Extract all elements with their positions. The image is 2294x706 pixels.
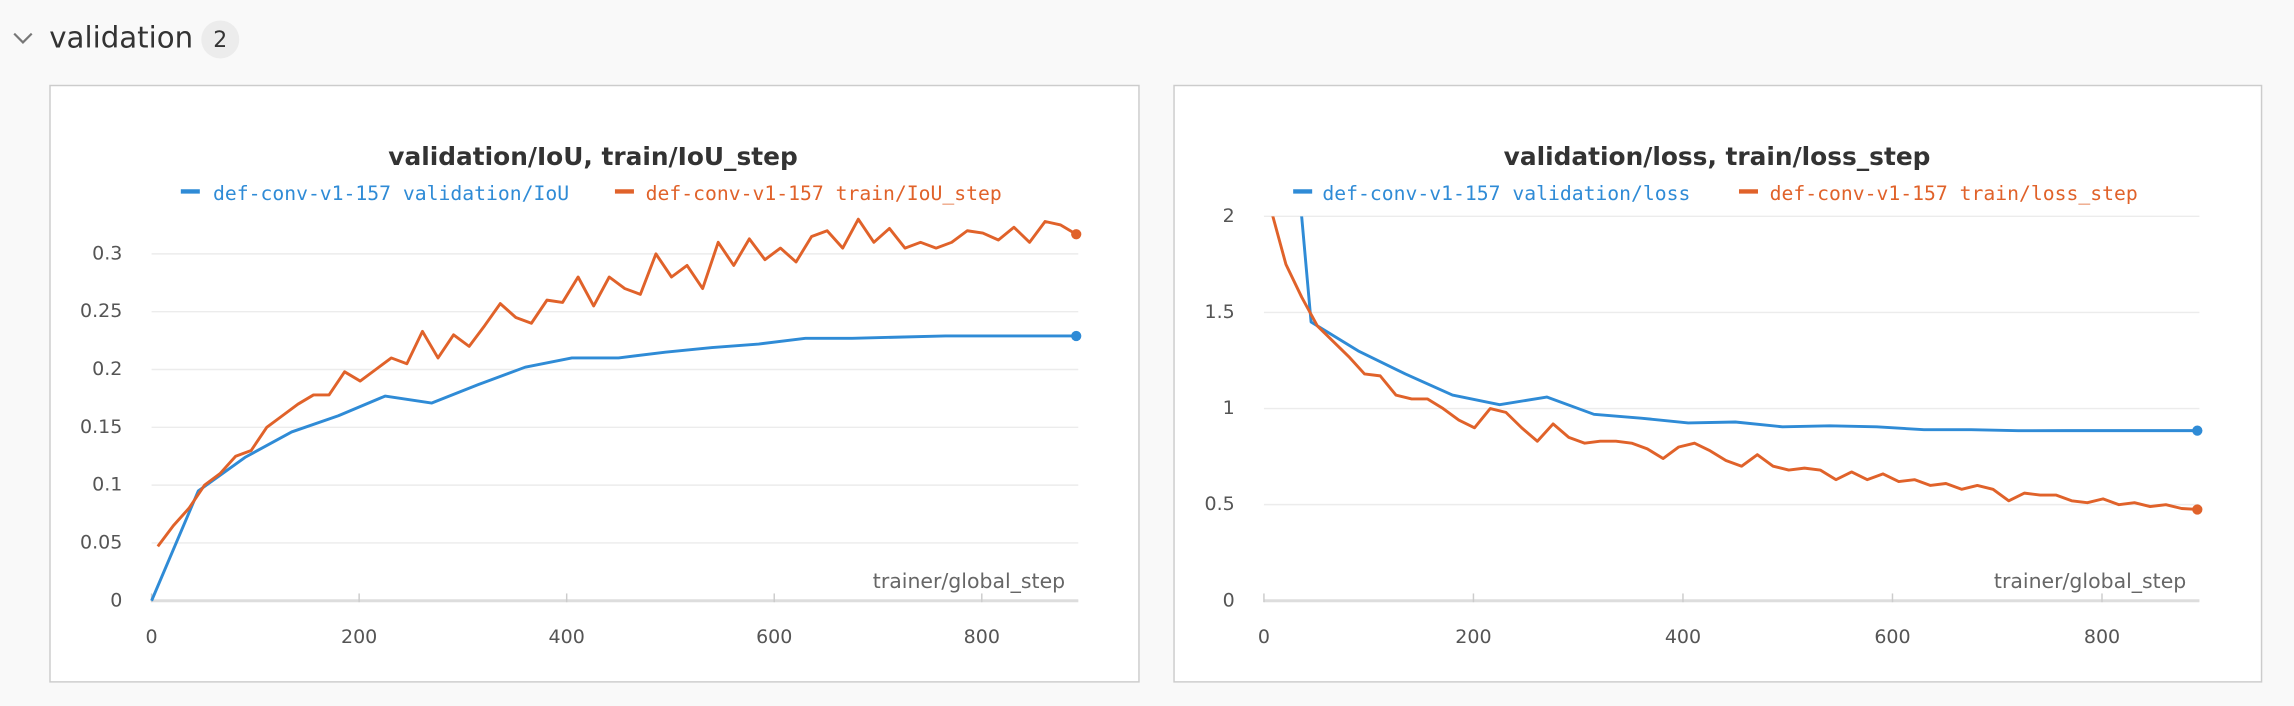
legend-label: def-conv-v1-157 validation/IoU bbox=[213, 182, 569, 205]
panel bbox=[49, 84, 1140, 683]
series-line bbox=[156, 217, 1077, 548]
y-tick-label: 0.3 bbox=[92, 242, 122, 264]
x-tick-label: 400 bbox=[1665, 626, 1701, 648]
x-tick-label: 0 bbox=[1258, 626, 1270, 648]
x-tick-label: 600 bbox=[1874, 626, 1910, 648]
end-point bbox=[1071, 330, 1082, 342]
count-label: 2 bbox=[213, 28, 227, 53]
y-tick-label: 0.5 bbox=[1204, 493, 1234, 515]
series-line bbox=[1271, 216, 2198, 511]
legend-label: def-conv-v1-157 train/loss_step bbox=[1770, 182, 2138, 205]
chart-title: validation/loss, train/loss_step bbox=[1504, 142, 1931, 171]
y-tick-label: 1 bbox=[1223, 397, 1235, 419]
section-title[interactable]: validation bbox=[49, 20, 193, 54]
series-line bbox=[1300, 216, 2198, 433]
x-tick-label: 800 bbox=[2084, 626, 2120, 648]
y-tick-label: 0.2 bbox=[92, 358, 122, 380]
end-point bbox=[2192, 425, 2203, 436]
x-tick-label: 600 bbox=[756, 626, 792, 648]
x-axis-label: trainer/global_step bbox=[1994, 569, 2186, 594]
count-badge bbox=[201, 20, 240, 59]
panel bbox=[1173, 84, 2263, 683]
x-tick-label: 200 bbox=[341, 626, 377, 648]
end-point bbox=[2192, 504, 2203, 515]
y-tick-label: 0 bbox=[1223, 589, 1235, 611]
y-tick-label: 0.15 bbox=[80, 416, 122, 438]
end-point bbox=[1071, 229, 1082, 240]
y-tick-label: 0.1 bbox=[92, 474, 122, 496]
series-line bbox=[150, 334, 1077, 602]
legend-label: def-conv-v1-157 train/IoU_step bbox=[646, 182, 1002, 205]
y-tick-label: 0.25 bbox=[80, 300, 122, 322]
x-tick-label: 800 bbox=[964, 626, 1000, 648]
legend-label: def-conv-v1-157 validation/loss bbox=[1322, 182, 1690, 205]
y-tick-label: 1.5 bbox=[1204, 301, 1234, 323]
y-tick-label: 0.05 bbox=[80, 531, 122, 553]
y-tick-label: 0 bbox=[110, 589, 122, 611]
collapse-chevron[interactable] bbox=[13, 32, 33, 44]
chart-title: validation/IoU, train/IoU_step bbox=[388, 142, 797, 171]
x-axis-label: trainer/global_step bbox=[873, 569, 1065, 594]
x-tick-label: 400 bbox=[549, 626, 585, 648]
x-tick-label: 0 bbox=[146, 626, 158, 648]
y-tick-label: 2 bbox=[1223, 205, 1235, 227]
x-tick-label: 200 bbox=[1455, 626, 1491, 648]
